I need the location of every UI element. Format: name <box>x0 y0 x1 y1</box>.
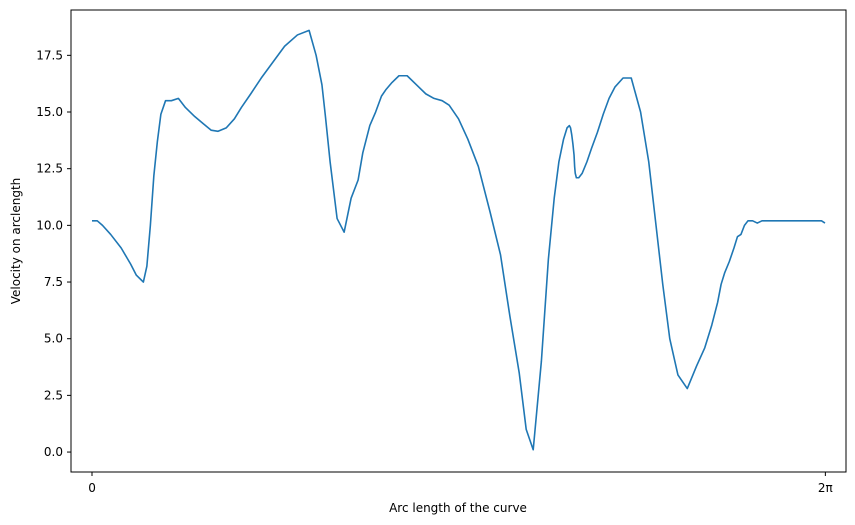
y-axis-ticks: 0.0 2.5 5.0 7.5 10.0 12.5 15.0 17.5 <box>36 48 71 459</box>
y-tick-label: 15.0 <box>36 105 63 119</box>
y-tick-label: 5.0 <box>44 332 63 346</box>
plot-area <box>92 29 826 451</box>
x-tick-label: 2π <box>818 481 833 495</box>
y-tick-label: 10.0 <box>36 218 63 232</box>
x-axis-ticks: 0 2π <box>88 472 833 495</box>
y-axis-label: Velocity on arclength <box>9 178 23 305</box>
y-tick-label: 2.5 <box>44 388 63 402</box>
x-axis-label: Arc length of the curve <box>389 501 527 515</box>
axes-frame <box>70 9 847 473</box>
x-tick-label: 0 <box>88 481 96 495</box>
series-line-0 <box>92 29 826 451</box>
y-tick-label: 0.0 <box>44 445 63 459</box>
y-tick-label: 7.5 <box>44 275 63 289</box>
y-tick-label: 17.5 <box>36 48 63 62</box>
y-tick-label: 12.5 <box>36 162 63 176</box>
